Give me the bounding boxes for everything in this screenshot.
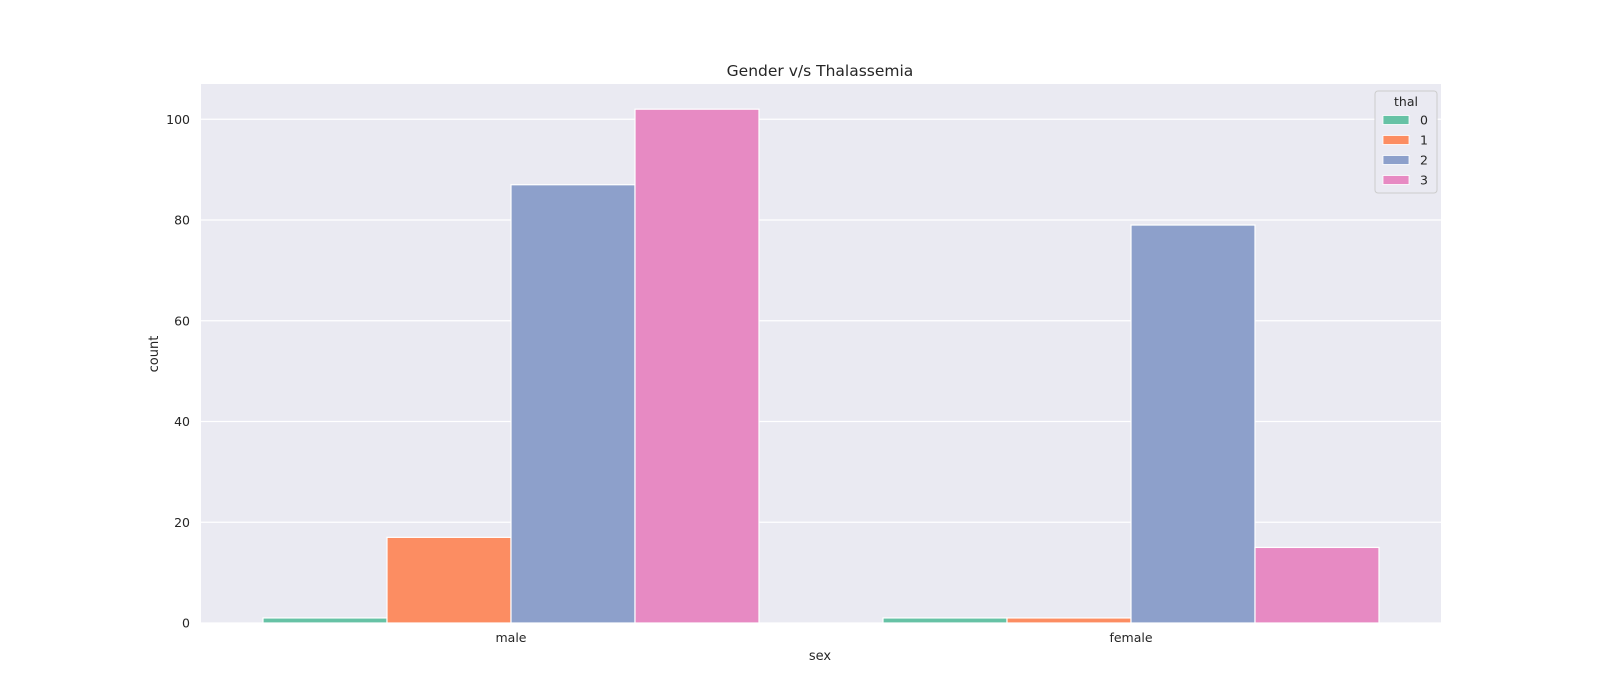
bars-group <box>262 108 1380 624</box>
legend-label: 3 <box>1420 173 1428 188</box>
bar <box>510 184 636 624</box>
legend-swatch <box>1382 115 1410 125</box>
y-tick-label: 0 <box>182 616 190 631</box>
x-tick-label: male <box>496 630 527 645</box>
bar <box>1006 617 1132 624</box>
y-tick-label: 100 <box>166 112 190 127</box>
legend-label: 0 <box>1420 113 1428 128</box>
y-tick-label: 20 <box>174 515 190 530</box>
bar <box>1130 224 1256 624</box>
y-tick-label: 40 <box>174 414 190 429</box>
legend-swatch <box>1382 155 1410 165</box>
y-axis-label: count <box>147 336 162 373</box>
y-tick-label: 60 <box>174 313 190 328</box>
chart-title: Gender v/s Thalassemia <box>727 62 914 80</box>
y-tick-label: 80 <box>174 213 190 228</box>
legend-items: 0 1 2 3 <box>1382 113 1428 188</box>
legend-swatch <box>1382 175 1410 185</box>
x-axis-ticks: male female <box>496 630 1153 645</box>
bar <box>1254 546 1380 624</box>
legend-label: 1 <box>1420 133 1428 148</box>
x-tick-label: female <box>1109 630 1152 645</box>
bar <box>262 617 388 624</box>
legend-label: 2 <box>1420 153 1428 168</box>
legend-swatch <box>1382 135 1410 145</box>
legend-title: thal <box>1394 94 1418 109</box>
bar <box>386 536 512 624</box>
legend: thal 0 1 2 3 <box>1374 90 1438 194</box>
y-axis-ticks: 0 20 40 60 80 100 <box>166 112 190 631</box>
bar <box>634 108 760 624</box>
x-axis-label: sex <box>809 649 832 664</box>
bar <box>882 617 1008 624</box>
